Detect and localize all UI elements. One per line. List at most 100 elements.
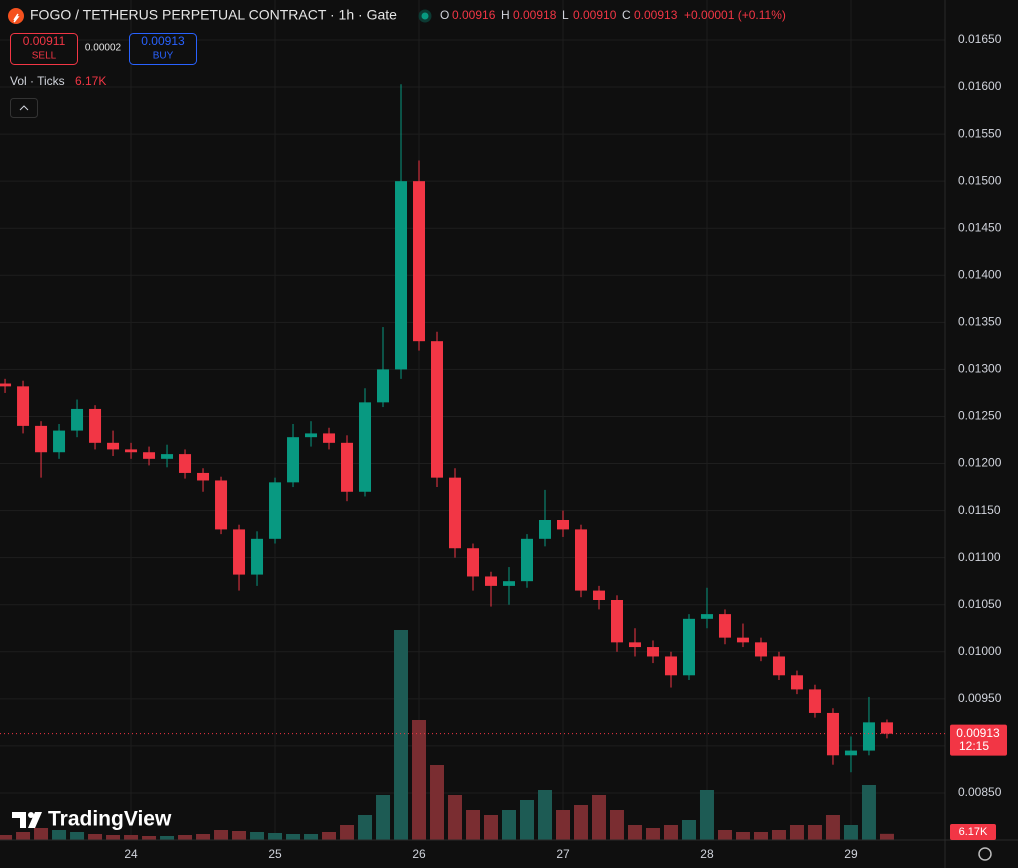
indicator-name: Vol · Ticks — [10, 74, 65, 88]
candle-body — [592, 590, 605, 600]
candle-body — [269, 482, 282, 539]
x-tick-label: 29 — [844, 847, 858, 861]
volume-bar — [196, 834, 211, 840]
candle-body — [736, 637, 749, 643]
tv-logo-dot — [28, 812, 34, 818]
volume-bar — [34, 828, 49, 840]
volume-bar — [124, 835, 139, 840]
candle-body — [772, 656, 785, 676]
x-tick-label: 26 — [412, 847, 426, 861]
y-tick-label: 0.01200 — [958, 456, 1002, 470]
settings-icon[interactable] — [978, 847, 992, 861]
candle-body — [628, 642, 641, 648]
candle-body — [449, 477, 462, 549]
candle-body — [395, 181, 408, 370]
volume-bar — [376, 795, 391, 840]
candle-body — [0, 383, 12, 387]
y-tick-label: 0.01100 — [958, 550, 1001, 564]
candle-body — [233, 529, 246, 575]
y-tick-label: 0.01050 — [958, 597, 1002, 611]
volume-bar — [394, 630, 409, 840]
volume-bar — [178, 835, 193, 840]
volume-tag — [950, 824, 996, 840]
spread: 0.00002 — [85, 43, 122, 54]
candle-body — [143, 452, 156, 459]
ohlc-label: L — [562, 8, 569, 22]
buy-price[interactable]: 0.00913 — [141, 34, 185, 48]
buy-label[interactable]: BUY — [153, 51, 174, 62]
logo-glyph — [13, 13, 20, 23]
buy-button[interactable] — [129, 33, 197, 65]
candle-body — [53, 430, 66, 453]
candle-body — [844, 750, 857, 756]
volume-bar — [16, 832, 31, 840]
candle-body — [323, 433, 336, 443]
y-tick-label: 0.00950 — [958, 691, 1002, 705]
volume-bar — [843, 825, 858, 840]
volume-bar — [430, 765, 445, 840]
candle-body — [17, 386, 30, 426]
chart-title: FOGO / TETHERUS PERPETUAL CONTRACT · 1h … — [30, 7, 397, 23]
volume-bar — [322, 832, 337, 840]
y-tick-label: 0.01400 — [958, 267, 1002, 281]
volume-bar — [214, 830, 229, 840]
volume-bar — [286, 834, 301, 840]
candle-body — [538, 520, 551, 539]
volume-bar — [304, 834, 319, 840]
volume-bar — [448, 795, 463, 840]
y-tick-label: 0.01300 — [958, 362, 1002, 376]
candle-body — [125, 449, 138, 453]
candle-body — [71, 408, 84, 431]
sell-button[interactable] — [10, 33, 78, 65]
y-tick-label: 0.01350 — [958, 315, 1002, 329]
candle-body — [682, 618, 695, 676]
candle-body — [718, 614, 731, 638]
candle-body — [664, 656, 677, 676]
volume-bar — [0, 835, 13, 840]
ohlc-value: 0.00913 — [634, 8, 678, 22]
volume-bar — [861, 785, 876, 840]
candle-body — [377, 369, 390, 403]
volume-bar — [106, 835, 121, 840]
candle-body — [287, 437, 300, 483]
candle-body — [646, 647, 659, 657]
volume-bar — [268, 833, 283, 840]
volume-tag-label: 6.17K — [959, 826, 988, 838]
y-tick-label: 0.01550 — [958, 126, 1002, 140]
candle-body — [251, 538, 264, 575]
sell-price[interactable]: 0.00911 — [23, 34, 66, 48]
x-tick-label: 24 — [124, 847, 138, 861]
volume-bar — [825, 815, 840, 840]
candle-body — [556, 520, 569, 530]
volume-bar — [609, 810, 624, 840]
y-tick-label: 0.01150 — [958, 503, 1001, 517]
volume-bar — [232, 831, 247, 840]
volume-bar — [753, 832, 768, 840]
y-tick-label: 0.01500 — [958, 173, 1002, 187]
candle-body — [107, 442, 120, 450]
candle-body — [413, 181, 426, 342]
ohlc-label: H — [501, 8, 510, 22]
collapse-icon[interactable] — [19, 105, 29, 111]
candle-body — [790, 675, 803, 690]
volume-bar — [52, 830, 67, 840]
volume-bar — [645, 828, 660, 840]
candle-body — [305, 433, 318, 438]
candle-body — [610, 600, 623, 643]
volume-bar — [735, 832, 750, 840]
volume-bar — [555, 810, 570, 840]
collapse-button[interactable] — [10, 98, 38, 118]
y-tick-label: 0.00850 — [958, 785, 1002, 799]
volume-bar — [88, 834, 103, 840]
ohlc-label: O — [440, 8, 449, 22]
sell-label[interactable]: SELL — [32, 51, 57, 62]
volume-bar — [466, 810, 481, 840]
candle-body — [359, 402, 372, 492]
tv-logo-text: TradingView — [48, 808, 172, 831]
candle-body — [520, 538, 533, 582]
ohlc-label: C — [622, 8, 631, 22]
candle-body — [574, 529, 587, 591]
y-tick-label: 0.01450 — [958, 220, 1002, 234]
volume-bar — [591, 795, 606, 840]
